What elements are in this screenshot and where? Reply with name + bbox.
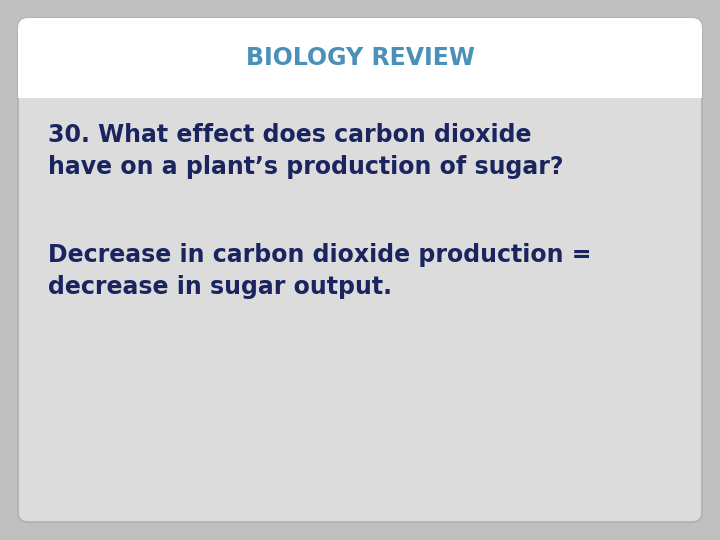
Bar: [18, 58, 702, 98]
FancyBboxPatch shape: [18, 18, 702, 98]
Text: Decrease in carbon dioxide production =
decrease in sugar output.: Decrease in carbon dioxide production = …: [48, 243, 592, 299]
Text: 30. What effect does carbon dioxide
have on a plant’s production of sugar?: 30. What effect does carbon dioxide have…: [48, 123, 564, 179]
FancyBboxPatch shape: [18, 18, 702, 522]
Text: BIOLOGY REVIEW: BIOLOGY REVIEW: [246, 46, 474, 70]
